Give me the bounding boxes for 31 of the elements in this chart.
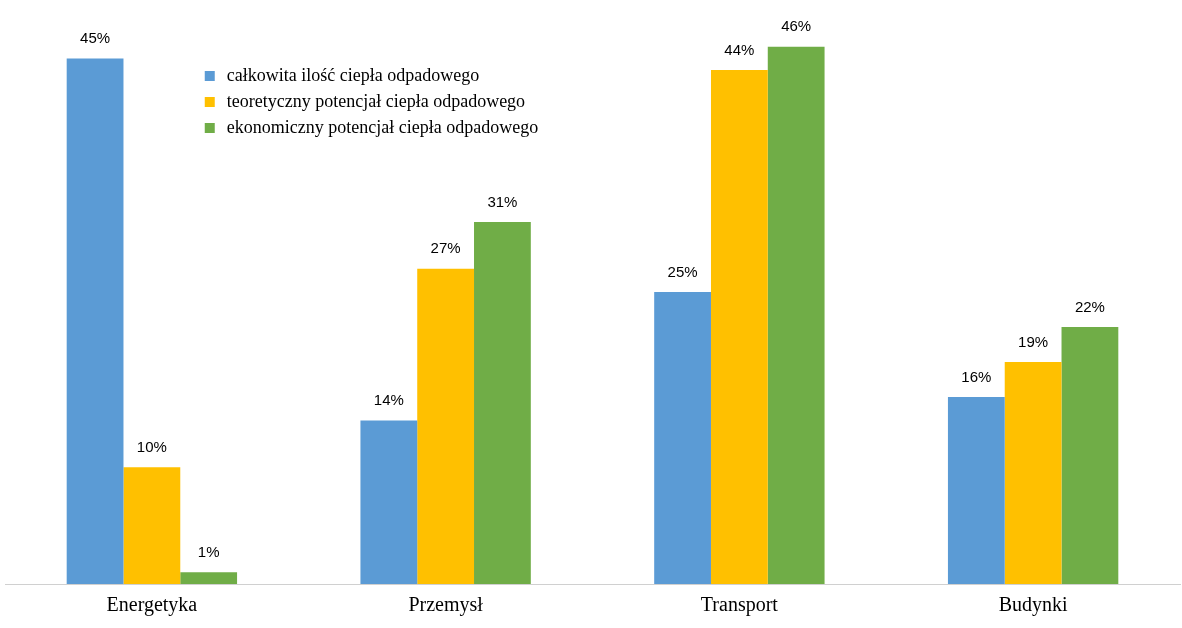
bar [123, 467, 181, 584]
x-tick-label: Energetyka [106, 593, 198, 617]
bar [1004, 362, 1062, 584]
x-tick-label: Przemysł [408, 593, 484, 617]
data-label: 25% [667, 262, 698, 280]
data-label: 16% [961, 367, 992, 385]
data-label: 31% [487, 192, 518, 210]
legend-label: ekonomiczny potencjał ciepła odpadowego [226, 116, 539, 137]
legend-label: teoretyczny potencjał ciepła odpadowego [226, 90, 526, 111]
bar [417, 268, 475, 584]
data-label: 44% [724, 40, 755, 58]
bar [654, 292, 711, 584]
data-label: 45% [80, 29, 111, 47]
bar [767, 46, 825, 584]
data-label: 14% [373, 391, 404, 409]
data-label: 46% [781, 17, 812, 35]
x-tick-label: Transport [700, 593, 779, 617]
bar [474, 221, 531, 584]
data-label: 10% [136, 437, 167, 455]
bar [360, 420, 418, 584]
legend-label: całkowita ilość ciepła odpadowego [226, 64, 480, 85]
data-label: 19% [1018, 332, 1049, 350]
data-label: 1% [197, 542, 220, 560]
bar [1061, 327, 1119, 584]
x-tick-label: Budynki [998, 593, 1069, 617]
bar [180, 572, 238, 584]
bar [947, 397, 1005, 584]
data-label: 27% [430, 239, 461, 257]
bar [710, 70, 768, 584]
data-label: 22% [1074, 297, 1105, 315]
bar [66, 58, 124, 584]
